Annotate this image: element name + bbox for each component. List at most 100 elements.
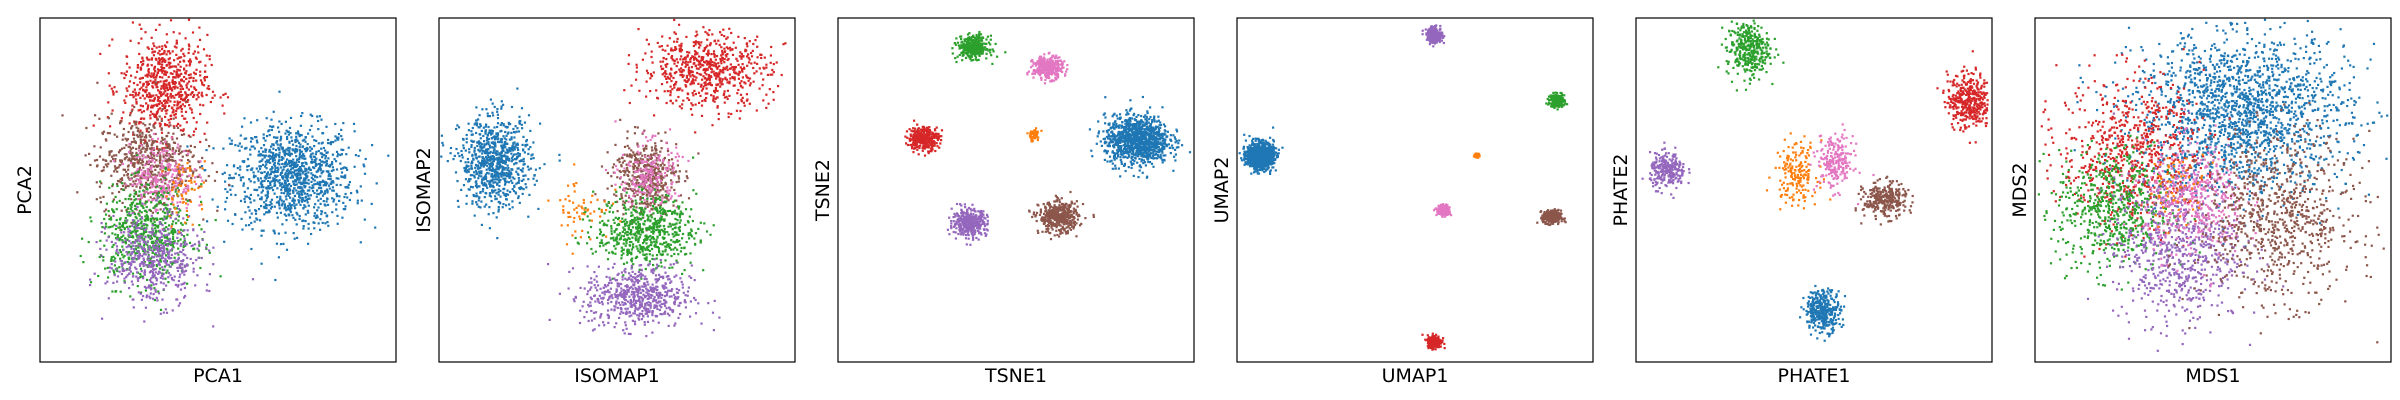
pca-point-cluster-1 — [224, 92, 227, 95]
pca-point-cluster-3 — [149, 190, 153, 194]
pca-point-cluster-4 — [134, 252, 137, 255]
pca-point-cluster-0 — [302, 190, 305, 193]
pca-point-cluster-2 — [139, 198, 142, 201]
pca-point-cluster-1 — [142, 88, 145, 91]
pca-point-cluster-0 — [317, 182, 320, 186]
pca-point-cluster-1 — [172, 76, 175, 79]
pca-point-cluster-2 — [157, 165, 160, 168]
pca-point-cluster-1 — [160, 93, 163, 96]
pca-point-cluster-4 — [156, 211, 159, 215]
pca-point-cluster-0 — [273, 205, 276, 208]
isomap-point-cluster-1 — [494, 176, 497, 179]
pca-point-cluster-5 — [112, 214, 115, 218]
isomap-point-cluster-1 — [476, 203, 479, 206]
pca-point-cluster-1 — [140, 111, 143, 114]
pca-point-cluster-0 — [246, 169, 249, 172]
pca-point-cluster-3 — [136, 168, 139, 171]
pca-point-cluster-2 — [137, 162, 140, 165]
pca-point-cluster-1 — [179, 124, 182, 127]
pca-point-cluster-0 — [256, 218, 259, 221]
isomap-point-cluster-0 — [720, 33, 723, 36]
pca-point-cluster-0 — [309, 146, 312, 149]
pca-point-cluster-0 — [292, 162, 295, 165]
pca-point-cluster-0 — [313, 156, 316, 159]
pca-point-cluster-2 — [130, 177, 133, 180]
isomap-point-cluster-0 — [772, 63, 775, 66]
pca-point-cluster-0 — [345, 186, 348, 189]
pca-point-cluster-0 — [266, 161, 270, 164]
pca-point-cluster-1 — [194, 127, 197, 130]
pca-point-cluster-4 — [177, 219, 180, 222]
isomap-point-cluster-0 — [665, 65, 668, 68]
pca-point-cluster-0 — [288, 147, 291, 150]
pca-point-cluster-3 — [151, 198, 154, 201]
pca-point-cluster-2 — [110, 112, 113, 115]
pca-point-cluster-1 — [125, 70, 128, 73]
pca-point-cluster-5 — [123, 277, 126, 280]
pca-point-cluster-0 — [297, 141, 301, 144]
pca-point-cluster-5 — [160, 235, 163, 239]
isomap-point-cluster-0 — [649, 77, 652, 80]
pca-point-cluster-0 — [293, 202, 296, 205]
pca-point-cluster-5 — [167, 253, 170, 256]
pca-point-cluster-0 — [290, 172, 293, 175]
pca-point-cluster-0 — [287, 194, 290, 197]
pca-point-cluster-1 — [173, 83, 176, 86]
isomap-point-cluster-1 — [502, 203, 505, 206]
pca-point-cluster-0 — [298, 155, 301, 158]
pca-point-cluster-0 — [288, 149, 291, 152]
pca-point-cluster-1 — [164, 105, 167, 108]
pca-point-cluster-2 — [120, 209, 123, 212]
pca-point-cluster-2 — [133, 133, 136, 136]
pca-point-cluster-5 — [137, 251, 140, 254]
pca-point-cluster-0 — [242, 182, 245, 185]
pca-point-cluster-1 — [178, 74, 181, 77]
pca-point-cluster-0 — [282, 168, 285, 171]
pca-point-cluster-3 — [186, 152, 190, 156]
pca-point-cluster-2 — [134, 140, 137, 144]
pca-point-cluster-0 — [313, 214, 316, 218]
pca-point-cluster-1 — [181, 114, 184, 117]
isomap-point-cluster-1 — [507, 157, 511, 160]
pca-point-cluster-0 — [270, 118, 273, 121]
pca-point-cluster-5 — [200, 256, 203, 260]
pca-point-cluster-5 — [132, 260, 135, 264]
pca-point-cluster-2 — [177, 153, 180, 156]
pca-point-cluster-1 — [185, 86, 188, 89]
pca-point-cluster-0 — [311, 184, 314, 187]
pca-point-cluster-0 — [328, 165, 331, 168]
isomap-point-cluster-0 — [719, 57, 722, 61]
isomap-point-cluster-0 — [726, 81, 729, 84]
pca-point-cluster-0 — [236, 167, 239, 170]
pca-point-cluster-2 — [113, 133, 116, 136]
pca-point-cluster-4 — [171, 223, 174, 226]
isomap-point-cluster-0 — [706, 54, 709, 57]
pca-point-cluster-4 — [138, 194, 141, 197]
pca-point-cluster-5 — [151, 233, 154, 236]
pca-point-cluster-0 — [274, 170, 277, 173]
pca-point-cluster-1 — [176, 57, 179, 60]
isomap-point-cluster-0 — [675, 99, 678, 102]
pca-point-cluster-2 — [156, 152, 160, 155]
pca-point-cluster-1 — [137, 42, 140, 45]
pca-point-cluster-0 — [304, 205, 307, 208]
isomap-point-cluster-0 — [723, 58, 726, 61]
pca-point-cluster-5 — [147, 256, 150, 259]
pca-point-cluster-5 — [108, 270, 111, 273]
isomap-point-cluster-1 — [516, 127, 519, 130]
pca-point-cluster-1 — [161, 60, 164, 64]
isomap-point-cluster-0 — [714, 86, 717, 89]
pca-point-cluster-2 — [123, 153, 126, 156]
pca-point-cluster-2 — [137, 168, 141, 171]
pca-point-cluster-0 — [253, 174, 256, 177]
pca-point-cluster-0 — [243, 198, 246, 201]
pca-point-cluster-1 — [205, 75, 209, 79]
pca-point-cluster-2 — [109, 160, 112, 163]
pca-point-cluster-0 — [317, 199, 320, 202]
pca-point-cluster-0 — [300, 164, 304, 167]
pca-point-cluster-1 — [175, 72, 178, 75]
pca-point-cluster-5 — [130, 280, 133, 283]
pca-point-cluster-2 — [177, 167, 180, 170]
pca-point-cluster-1 — [149, 99, 152, 102]
pca-point-cluster-0 — [297, 167, 300, 170]
